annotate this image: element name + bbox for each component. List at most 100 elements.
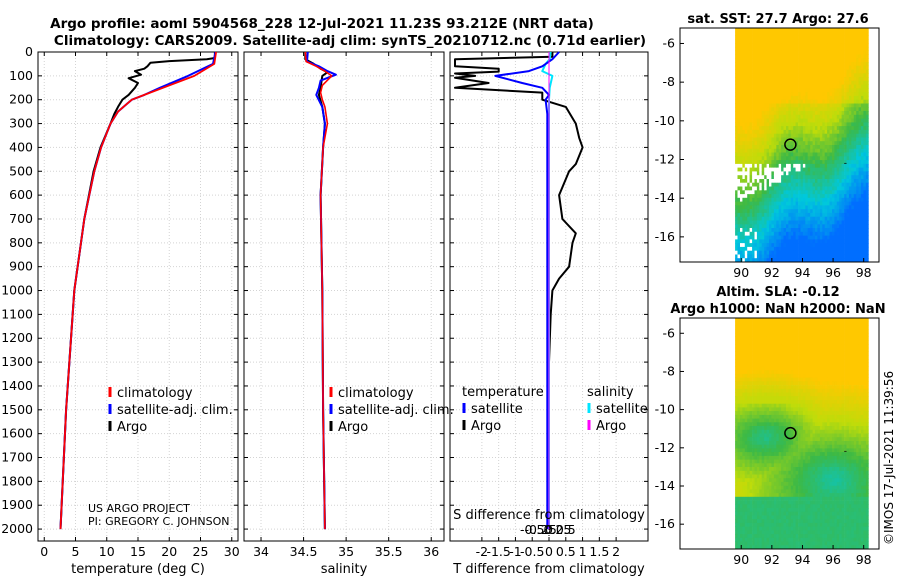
map-cell <box>773 194 777 199</box>
map-cell <box>749 175 753 180</box>
map-cell <box>737 467 741 472</box>
map-cell <box>744 156 748 161</box>
map-cell <box>744 239 748 244</box>
map-cell <box>856 171 859 176</box>
map-cell <box>764 205 767 210</box>
y-tick-label: 1000 <box>1 283 33 298</box>
map-cell <box>749 69 753 74</box>
map-cell <box>861 171 864 176</box>
map-cell <box>771 530 775 535</box>
map-cell <box>744 171 748 176</box>
map-cell <box>752 511 755 516</box>
map-cell <box>812 205 816 210</box>
map-cell <box>778 194 782 199</box>
map-cell <box>771 28 775 33</box>
map-cell <box>807 84 811 89</box>
y-tick-label: 500 <box>9 163 33 178</box>
map-cell <box>759 171 763 176</box>
map-cell <box>735 73 738 78</box>
map-cell <box>848 179 852 184</box>
map-cell <box>793 224 796 229</box>
map-cell <box>773 137 777 142</box>
map-cell <box>742 347 746 352</box>
map-cell <box>749 463 753 468</box>
sst-field <box>735 28 869 263</box>
map-cell <box>769 459 772 464</box>
map-cell <box>856 205 859 210</box>
map-cell <box>829 171 833 176</box>
map-cell <box>856 246 859 252</box>
map-cell <box>839 28 842 33</box>
map-cell <box>848 239 852 244</box>
map-cell <box>740 209 743 214</box>
map-cell <box>754 467 758 472</box>
map-cell <box>754 329 758 334</box>
map-cell <box>747 385 750 390</box>
map-cell <box>858 201 862 206</box>
map-cell <box>824 133 828 138</box>
map-cell <box>790 99 794 104</box>
map-cell <box>766 148 770 153</box>
map-cell <box>786 235 789 240</box>
map-cell <box>759 235 763 240</box>
map-cell <box>776 220 780 225</box>
map-cell <box>749 496 753 501</box>
map-cell <box>781 224 784 229</box>
map-cell <box>786 148 789 153</box>
map-cell <box>737 182 741 187</box>
map-cell <box>771 95 775 101</box>
map-cell <box>824 254 828 259</box>
map-cell <box>858 137 862 142</box>
map-cell <box>769 163 772 169</box>
map-cell <box>740 50 743 55</box>
map-cell <box>778 250 782 255</box>
map-cell <box>786 92 789 97</box>
map-cell <box>752 122 755 127</box>
map-cell <box>853 58 857 63</box>
map-cell <box>778 209 782 214</box>
map-cell <box>848 39 852 44</box>
map-cell <box>747 351 750 356</box>
map-cell <box>773 254 777 259</box>
map-cell <box>798 111 801 116</box>
map-cell <box>735 545 738 550</box>
map-cell <box>863 194 867 199</box>
map-cell <box>754 444 758 449</box>
map-cell <box>776 478 780 483</box>
map-cell <box>824 114 828 119</box>
map-cell <box>747 201 750 206</box>
map-cell <box>771 39 775 44</box>
map-cell <box>778 212 782 218</box>
map-cell <box>800 216 804 221</box>
map-cell <box>740 359 743 364</box>
map-cell <box>795 197 799 202</box>
map-cell <box>856 137 859 142</box>
map-cell <box>839 99 842 104</box>
map-cell <box>735 470 738 475</box>
map-cell <box>776 99 780 104</box>
map-cell <box>742 62 746 67</box>
map-cell <box>776 145 780 150</box>
map-cell <box>832 228 835 233</box>
map-cell <box>810 205 813 210</box>
map-cell <box>846 163 850 169</box>
map-cell <box>756 526 760 531</box>
map-cell <box>769 537 772 542</box>
map-cell <box>800 62 804 67</box>
map-cell <box>778 511 782 516</box>
map-cell <box>810 186 813 191</box>
map-cell <box>761 254 765 259</box>
map-cell <box>851 137 855 142</box>
map-cell <box>773 99 777 104</box>
map-cell <box>819 95 823 101</box>
map-cell <box>756 370 760 375</box>
map-cell <box>776 545 780 550</box>
map-cell <box>802 194 806 199</box>
map-cell <box>749 50 753 55</box>
map-cell <box>766 43 770 48</box>
map-cell <box>761 478 765 483</box>
map-cell <box>773 250 777 255</box>
map-cell <box>841 160 845 165</box>
map-cell <box>764 478 767 483</box>
map-cell <box>861 224 864 229</box>
